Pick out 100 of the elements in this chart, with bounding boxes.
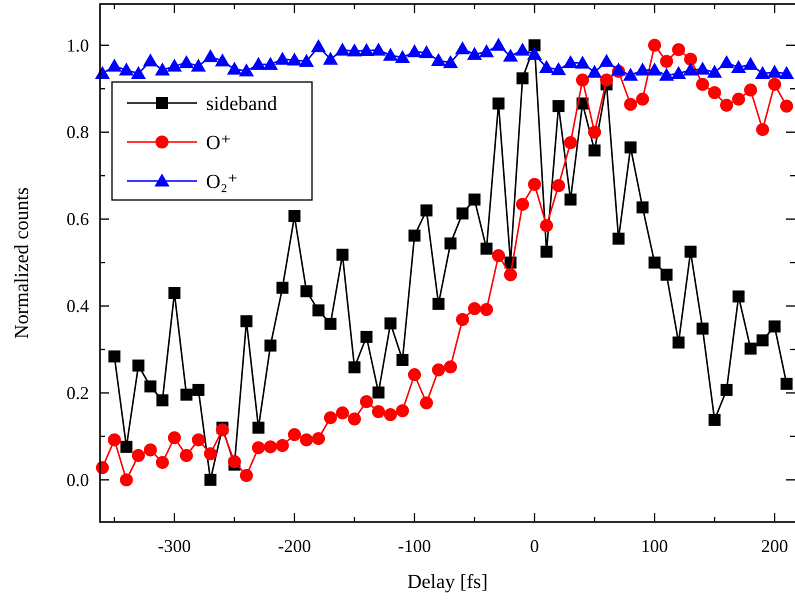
point — [467, 46, 482, 60]
y-tick-label: 0.0 — [66, 470, 89, 490]
point — [156, 456, 169, 469]
point — [298, 54, 314, 67]
point — [479, 44, 494, 58]
point — [780, 378, 793, 390]
point — [408, 368, 421, 382]
point — [108, 433, 121, 446]
point — [444, 360, 457, 374]
point — [420, 204, 432, 216]
point — [684, 52, 698, 66]
point — [106, 58, 122, 72]
point — [552, 179, 566, 192]
point — [659, 68, 674, 81]
point — [144, 380, 156, 392]
point — [588, 126, 602, 139]
point — [262, 56, 278, 70]
point — [756, 123, 770, 136]
point — [444, 237, 456, 250]
point — [696, 322, 709, 335]
point — [394, 50, 410, 63]
point — [274, 52, 290, 65]
point — [202, 49, 218, 62]
point — [300, 285, 312, 298]
point — [468, 194, 481, 206]
point — [515, 42, 530, 56]
point — [719, 55, 734, 68]
point — [756, 334, 769, 346]
point — [563, 55, 578, 68]
point — [528, 178, 542, 191]
point — [322, 52, 338, 65]
point — [168, 286, 180, 299]
point — [312, 304, 324, 316]
point — [743, 56, 758, 70]
legend-label: O₂⁺ — [206, 171, 238, 193]
point — [503, 48, 518, 62]
point — [180, 449, 193, 462]
point — [576, 74, 590, 87]
point — [120, 440, 132, 453]
point — [480, 242, 493, 255]
point — [720, 384, 733, 396]
point — [408, 230, 420, 242]
point — [276, 439, 289, 452]
point — [300, 433, 313, 446]
point — [288, 210, 300, 222]
point — [238, 63, 254, 76]
point — [492, 249, 506, 262]
point — [382, 48, 398, 61]
point — [384, 317, 396, 330]
point — [288, 428, 301, 442]
point — [660, 268, 673, 281]
point — [456, 207, 469, 220]
point — [587, 64, 602, 78]
point — [240, 469, 253, 482]
y-tick-label: 0.6 — [66, 209, 89, 230]
point — [336, 248, 348, 261]
point — [551, 62, 566, 76]
point — [420, 396, 433, 410]
point — [708, 86, 722, 100]
point — [635, 62, 650, 76]
point — [707, 64, 722, 78]
point — [695, 62, 710, 75]
point — [372, 386, 384, 398]
point — [720, 98, 734, 112]
point — [671, 66, 686, 80]
point — [744, 84, 758, 97]
point — [154, 62, 170, 76]
legend-label: sideband — [206, 93, 278, 115]
point — [768, 320, 781, 332]
point — [588, 144, 601, 156]
point — [564, 194, 577, 206]
point — [190, 58, 206, 72]
point — [780, 100, 794, 113]
point — [779, 66, 794, 80]
point — [336, 406, 349, 420]
point — [443, 55, 458, 68]
point — [312, 432, 325, 446]
point — [346, 43, 362, 56]
point — [468, 302, 482, 316]
point — [132, 360, 144, 372]
point — [370, 42, 386, 56]
point — [252, 441, 265, 454]
point — [540, 246, 553, 258]
x-tick-label: 200 — [761, 536, 788, 556]
point — [612, 232, 625, 245]
point — [214, 53, 230, 66]
y-tick-label: 0.2 — [66, 382, 89, 403]
x-tick-label: 0 — [530, 536, 540, 556]
point — [767, 64, 782, 78]
point — [432, 298, 444, 310]
point — [491, 38, 506, 51]
point — [623, 68, 638, 81]
point — [168, 431, 181, 444]
point — [516, 198, 530, 211]
point — [156, 394, 168, 406]
y-axis-title: Normalized counts — [11, 186, 33, 339]
point — [432, 363, 445, 376]
point — [250, 56, 266, 70]
point — [130, 66, 146, 80]
point — [310, 39, 326, 52]
